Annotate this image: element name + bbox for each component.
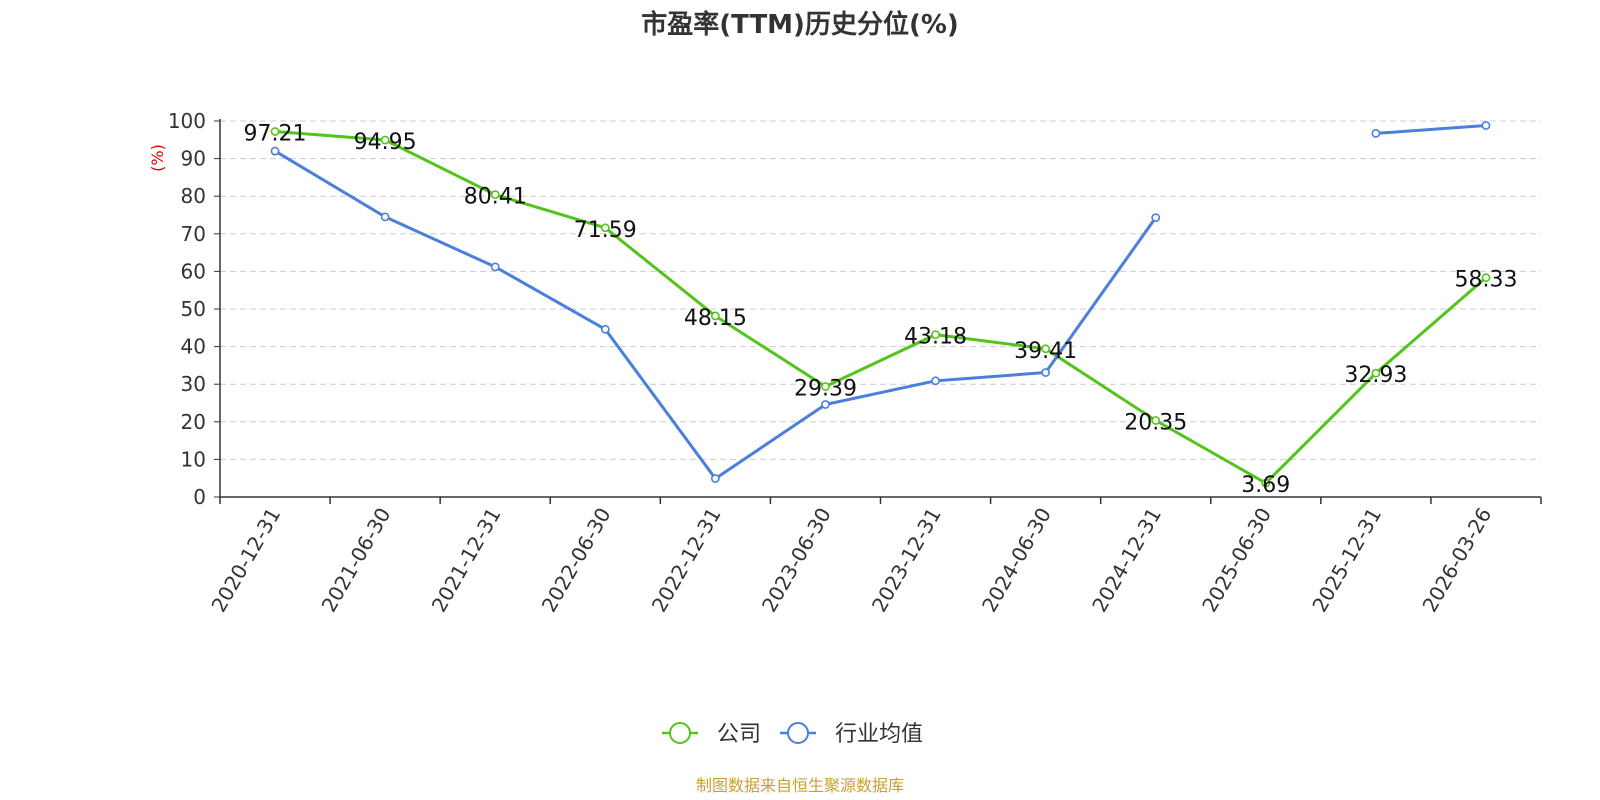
y-tick-label: 90 [181, 147, 206, 171]
x-tick-label: 2025-06-30 [1197, 504, 1276, 617]
x-tick-label: 2021-12-31 [427, 504, 506, 617]
legend-label: 公司 [717, 722, 761, 747]
x-tick-label: 2023-12-31 [867, 504, 946, 617]
legend-marker-icon [669, 722, 691, 744]
data-labels: 97.21 94.95 80.41 71.59 48.15 29.39 43.18 39.41… [244, 121, 1518, 498]
data-label: 71.59 [574, 218, 637, 243]
x-tick-label: 2024-06-30 [977, 504, 1056, 617]
source-note: 制图数据来自恒生聚源数据库 [695, 776, 904, 795]
y-axis: 0 10 20 30 40 50 60 70 80 90 100 [168, 109, 221, 509]
legend-label: 行业均值 [835, 722, 923, 747]
data-point [380, 135, 390, 145]
chart-title: 市盈率(TTM)历史分位(%) [641, 9, 959, 40]
y-tick-label: 0 [193, 485, 206, 509]
y-tick-label: 60 [181, 259, 206, 283]
y-tick-label: 30 [181, 372, 206, 396]
data-label: 80.41 [464, 185, 527, 210]
data-point [1041, 368, 1051, 377]
data-point [710, 474, 720, 483]
data-point [821, 400, 830, 409]
x-axis: 2020-12-31 2021-06-30 2021-12-31 2022-06-30… [206, 496, 1542, 617]
data-point [1371, 368, 1381, 378]
series-layer [270, 121, 1491, 488]
data-point [600, 324, 610, 334]
y-axis-label: (%) [148, 144, 167, 172]
legend-item-1[interactable]: 行业均值 [780, 722, 923, 747]
data-label: 58.33 [1454, 268, 1517, 293]
data-label: 97.21 [244, 121, 307, 146]
data-label: 43.18 [904, 325, 967, 350]
data-point [821, 382, 830, 391]
data-point [380, 212, 390, 222]
data-point [931, 376, 940, 386]
x-tick-label: 2022-06-30 [537, 504, 616, 617]
data-label: 39.41 [1014, 339, 1077, 364]
legend-item-0[interactable]: 公司 [662, 722, 761, 747]
x-tick-label: 2025-12-31 [1307, 504, 1386, 617]
data-point [490, 262, 500, 272]
data-point [1151, 213, 1161, 223]
x-tick-label: 2026-03-26 [1417, 504, 1496, 617]
x-tick-label: 2023-06-30 [757, 504, 836, 617]
data-point [1481, 121, 1491, 130]
data-point [1151, 416, 1161, 425]
y-tick-label: 10 [181, 447, 206, 471]
series-line-1 [1374, 124, 1488, 135]
data-label: 94.95 [354, 130, 417, 155]
data-point [1481, 273, 1491, 283]
legend[interactable]: 公司 行业均值 [662, 722, 923, 747]
y-tick-label: 50 [181, 297, 206, 321]
data-label: 32.93 [1344, 363, 1407, 388]
series-line-0 [273, 129, 1488, 485]
y-tick-label: 20 [181, 410, 206, 434]
data-point [1041, 344, 1051, 354]
x-tick-label: 2022-12-31 [647, 504, 726, 617]
grid-lines [220, 120, 1541, 460]
data-point [710, 311, 720, 321]
data-label: 48.15 [684, 306, 747, 331]
legend-marker-icon [787, 722, 809, 744]
data-point [600, 223, 610, 233]
data-point [931, 330, 940, 340]
x-tick-label: 2020-12-31 [206, 504, 285, 617]
data-label: 20.35 [1124, 410, 1187, 435]
data-point [1371, 129, 1381, 138]
x-tick-label: 2021-06-30 [317, 504, 396, 617]
y-tick-label: 100 [168, 109, 206, 133]
data-point [490, 190, 500, 200]
data-point [270, 127, 280, 136]
data-label: 3.69 [1241, 473, 1290, 498]
y-tick-label: 70 [181, 222, 206, 246]
data-point [270, 146, 280, 156]
y-tick-label: 40 [181, 335, 206, 359]
data-point [1261, 478, 1271, 488]
y-tick-label: 80 [181, 184, 206, 208]
x-tick-label: 2024-12-31 [1087, 504, 1166, 617]
data-label: 29.39 [794, 376, 857, 401]
